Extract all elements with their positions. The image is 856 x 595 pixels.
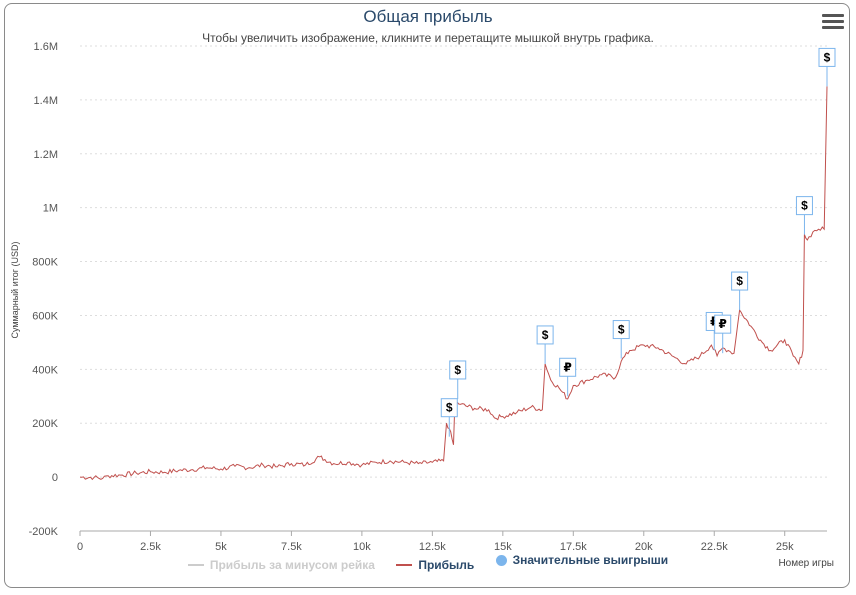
- win-flag[interactable]: [818, 47, 836, 67]
- legend-dot-icon: [495, 554, 507, 566]
- x-tick-label: 22.5k: [701, 541, 728, 553]
- profit-series-line[interactable]: [79, 86, 828, 481]
- hamburger-icon[interactable]: [822, 14, 844, 32]
- win-flag[interactable]: [536, 325, 554, 345]
- legend-line-icon: [187, 563, 204, 566]
- win-flag-label: $: [542, 328, 549, 342]
- chart-subtitle: Чтобы увеличить изображение, кликните и …: [202, 31, 654, 45]
- x-tick-label: 20k: [635, 541, 653, 553]
- y-tick-label: -200K: [29, 526, 59, 538]
- y-tick-label: 200K: [32, 418, 58, 430]
- x-axis-title: Номер игры: [778, 558, 834, 569]
- win-flag[interactable]: [559, 357, 577, 377]
- x-tick-label: 17.5k: [560, 541, 587, 553]
- win-flag-label: $: [801, 199, 808, 213]
- y-tick-label: 1M: [43, 203, 58, 215]
- legend-item-profit[interactable]: Прибыль: [396, 558, 474, 572]
- win-flag[interactable]: [449, 360, 467, 380]
- legend: Прибыль за минусом рейка Прибыль Значите…: [0, 553, 856, 572]
- x-tick-label: 7.5k: [281, 541, 302, 553]
- legend-label: Прибыль за минусом рейка: [209, 557, 375, 572]
- win-flag-label: $: [618, 323, 625, 337]
- x-tick-label: 12.5k: [419, 541, 446, 553]
- y-tick-label: 600K: [32, 310, 58, 322]
- x-tick-label: 25k: [776, 541, 794, 553]
- x-tick-label: 5k: [215, 541, 227, 553]
- legend-label: Прибыль: [418, 557, 475, 572]
- win-flag[interactable]: [731, 271, 749, 291]
- y-tick-label: 1.4M: [34, 95, 58, 107]
- x-tick-label: 0: [77, 541, 83, 553]
- y-tick-label: 400K: [32, 364, 58, 376]
- win-flag-label: ₽: [719, 317, 727, 331]
- y-axis-title: Суммарный итог (USD): [10, 241, 20, 339]
- chart-title: Общая прибыль: [363, 7, 493, 26]
- y-tick-label: 800K: [32, 257, 58, 269]
- x-tick-label: 15k: [494, 541, 512, 553]
- win-flag-label: $: [446, 401, 453, 415]
- legend-line-icon: [396, 563, 413, 566]
- y-tick-label: 1.6M: [34, 41, 58, 53]
- legend-item-wins[interactable]: Значительные выигрыши: [495, 553, 669, 567]
- win-flag-label: ₽: [563, 360, 571, 374]
- win-flag[interactable]: [795, 196, 813, 216]
- legend-item-rake[interactable]: Прибыль за минусом рейка: [187, 557, 375, 572]
- win-flag[interactable]: [714, 314, 732, 334]
- win-flag-label: $: [824, 50, 831, 64]
- win-flag-label: $: [454, 363, 461, 377]
- win-flag[interactable]: [612, 320, 630, 340]
- x-tick-label: 2.5k: [140, 541, 161, 553]
- win-flag-label: $: [736, 274, 743, 288]
- legend-label: Значительные выигрыши: [512, 553, 669, 567]
- chart-frame: [4, 3, 850, 588]
- win-flag[interactable]: [440, 398, 458, 418]
- y-tick-label: 1.2M: [34, 149, 58, 161]
- x-tick-label: 10k: [353, 541, 371, 553]
- y-tick-label: 0: [52, 472, 58, 484]
